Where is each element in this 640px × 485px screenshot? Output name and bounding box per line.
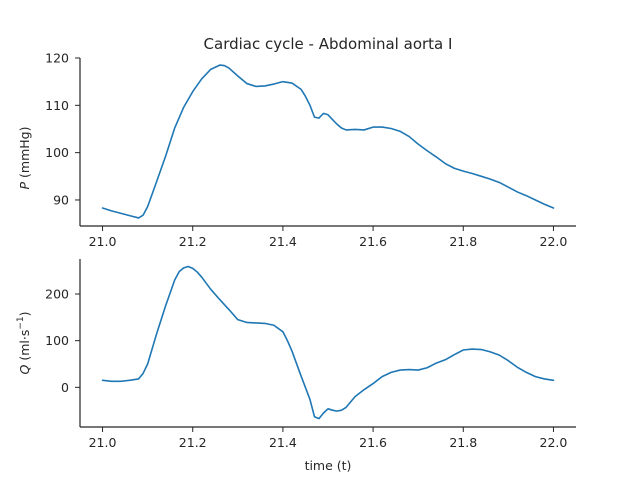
bottom-x-tick-label: 21.2: [179, 435, 207, 450]
bottom-x-tick-label: 21.8: [449, 435, 477, 450]
flow-series-line: [101, 265, 555, 420]
bottom-x-tick-label: 21.6: [359, 435, 387, 450]
top-x-ticks: 21.0 21.2 21.4 21.6 21.8 22.0: [89, 226, 568, 249]
top-y-ticks: 90 100 110 120: [45, 51, 80, 207]
bottom-y-tick-label: 0: [61, 380, 69, 395]
bottom-y-axis-label: Q (ml·s−1): [16, 311, 32, 374]
bottom-x-tick-label: 21.4: [269, 435, 297, 450]
bottom-y-axis-label-var: Q: [17, 365, 32, 375]
bottom-y-tick-label: 100: [45, 333, 69, 348]
top-x-tick-label: 21.4: [269, 234, 297, 249]
pressure-series-line: [101, 64, 555, 219]
bottom-y-ticks: 0 100 200: [45, 287, 80, 395]
top-y-axis-label: P (mmHg): [17, 127, 32, 190]
x-axis-label: time (t): [305, 458, 352, 473]
bottom-x-tick-label: 22.0: [540, 435, 568, 450]
chart-title: Cardiac cycle - Abdominal aorta I: [204, 35, 453, 53]
top-y-axis-label-var: P: [17, 181, 32, 189]
bottom-x-ticks: 21.0 21.2 21.4 21.6 21.8 22.0: [89, 427, 568, 450]
top-y-tick-label: 90: [53, 192, 69, 207]
bottom-y-axis-label-exp: −1: [16, 316, 26, 329]
top-x-tick-label: 21.2: [179, 234, 207, 249]
top-x-tick-label: 21.8: [449, 234, 477, 249]
top-y-tick-label: 110: [45, 98, 69, 113]
bottom-y-tick-label: 200: [45, 287, 69, 302]
bottom-y-axis-label-unit: (ml·s: [17, 330, 32, 365]
top-x-tick-label: 21.0: [89, 234, 117, 249]
top-x-tick-label: 21.6: [359, 234, 387, 249]
top-y-tick-label: 120: [45, 51, 69, 66]
top-y-tick-label: 100: [45, 145, 69, 160]
top-y-axis-label-unit: (mmHg): [17, 127, 32, 182]
bottom-y-axis-label-close: ): [17, 311, 32, 316]
top-x-tick-label: 22.0: [540, 234, 568, 249]
bottom-x-tick-label: 21.0: [89, 435, 117, 450]
